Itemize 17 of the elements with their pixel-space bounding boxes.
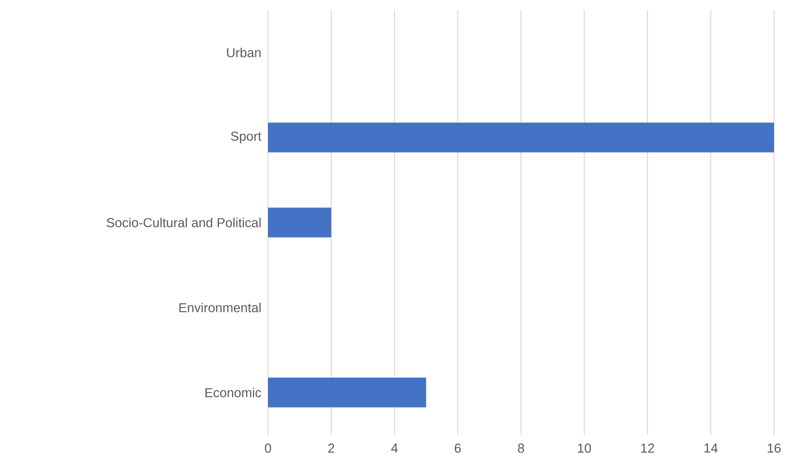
bar xyxy=(268,378,426,408)
x-tick-label: 6 xyxy=(454,444,461,453)
bar xyxy=(268,208,332,238)
x-tick-label: 0 xyxy=(264,444,272,453)
y-tick-label: Urban xyxy=(227,48,261,58)
y-tick-label: Environmental xyxy=(179,302,261,312)
x-tick-label: 16 xyxy=(768,444,781,453)
y-tick-label: Sport xyxy=(230,132,262,144)
x-tick-label: 10 xyxy=(578,444,591,453)
x-tick-label: 4 xyxy=(391,444,398,452)
y-tick-label: Economic xyxy=(205,388,262,398)
x-tick-label: 2 xyxy=(328,444,334,453)
x-tick-label: 14 xyxy=(704,444,718,452)
y-tick-label: Socio-Cultural and Political xyxy=(106,218,261,228)
bar xyxy=(268,122,774,152)
x-tick-label: 8 xyxy=(518,444,524,453)
x-tick-label: 12 xyxy=(641,444,654,453)
